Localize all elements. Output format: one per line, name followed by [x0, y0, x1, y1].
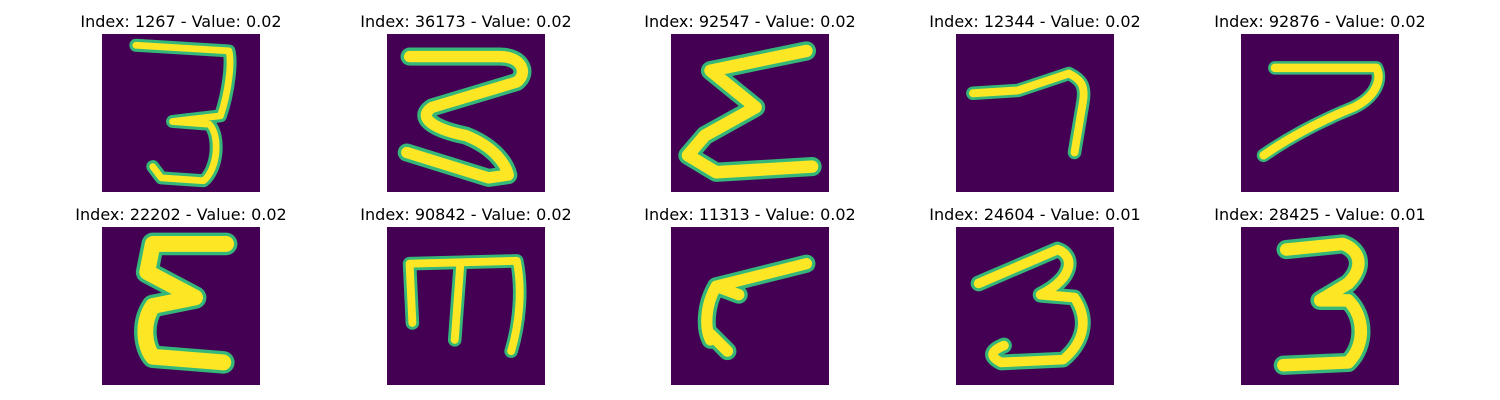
digit-image: [1241, 227, 1399, 385]
digit-image: [102, 227, 260, 385]
panel-title: Index: 11313 - Value: 0.02: [644, 205, 856, 224]
panel-title: Index: 28425 - Value: 0.01: [1214, 205, 1426, 224]
panel-title: Index: 22202 - Value: 0.02: [75, 205, 287, 224]
panel-2: Index: 36173 - Value: 0.02: [336, 12, 596, 202]
digit-image: [387, 34, 545, 192]
panel-7: Index: 90842 - Value: 0.02: [336, 205, 596, 395]
panel-title: Index: 90842 - Value: 0.02: [360, 205, 572, 224]
panel-4: Index: 12344 - Value: 0.02: [905, 12, 1165, 202]
digit-image: [956, 34, 1114, 192]
panel-1: Index: 1267 - Value: 0.02: [51, 12, 311, 202]
panel-title: Index: 92547 - Value: 0.02: [644, 12, 856, 31]
panel-8: Index: 11313 - Value: 0.02: [620, 205, 880, 395]
digit-image: [671, 227, 829, 385]
panel-title: Index: 24604 - Value: 0.01: [929, 205, 1141, 224]
panel-6: Index: 22202 - Value: 0.02: [51, 205, 311, 395]
digit-image: [956, 227, 1114, 385]
panel-3: Index: 92547 - Value: 0.02: [620, 12, 880, 202]
panel-title: Index: 92876 - Value: 0.02: [1214, 12, 1426, 31]
panel-9: Index: 24604 - Value: 0.01: [905, 205, 1165, 395]
digit-image: [671, 34, 829, 192]
panel-10: Index: 28425 - Value: 0.01: [1190, 205, 1450, 395]
panel-5: Index: 92876 - Value: 0.02: [1190, 12, 1450, 202]
digit-image: [387, 227, 545, 385]
panel-title: Index: 12344 - Value: 0.02: [929, 12, 1141, 31]
digit-image: [1241, 34, 1399, 192]
panel-title: Index: 36173 - Value: 0.02: [360, 12, 572, 31]
digit-image: [102, 34, 260, 192]
panel-title: Index: 1267 - Value: 0.02: [80, 12, 282, 31]
